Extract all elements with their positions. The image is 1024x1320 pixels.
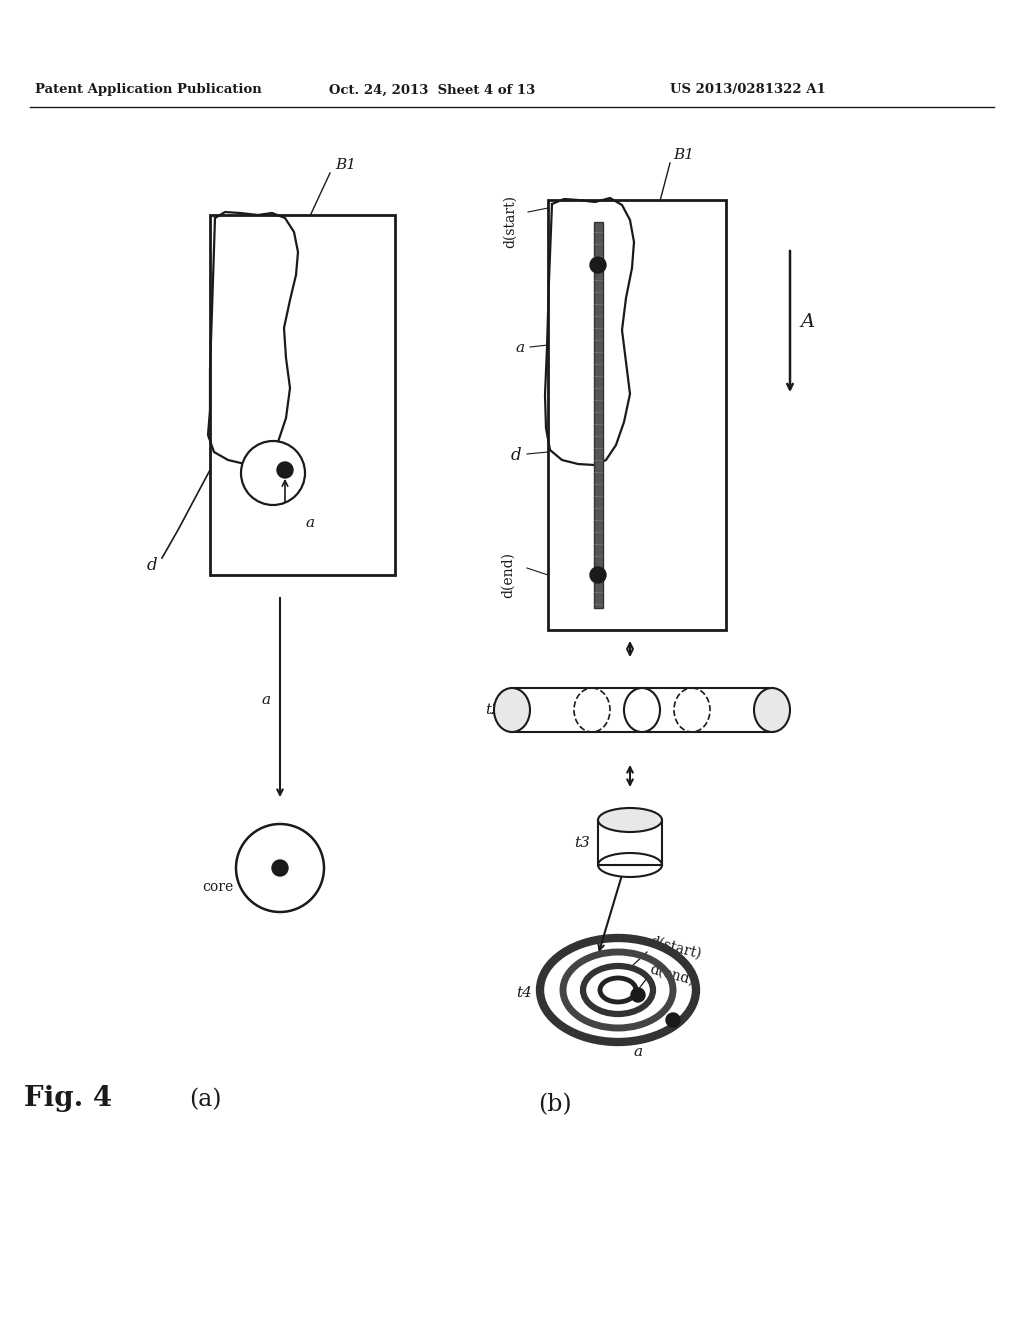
Circle shape [236,824,324,912]
Text: US 2013/0281322 A1: US 2013/0281322 A1 [670,83,826,96]
Ellipse shape [624,688,660,733]
Text: core: core [203,880,233,894]
Text: B1: B1 [335,158,356,172]
Text: a: a [515,341,524,355]
Circle shape [666,1012,680,1027]
Text: A: A [801,313,815,331]
Bar [594,222,603,609]
Circle shape [631,987,645,1002]
Text: a: a [634,1045,643,1059]
Bar [548,201,726,630]
Text: B1: B1 [673,148,694,162]
Circle shape [278,462,293,478]
Text: t2: t2 [485,704,501,717]
Circle shape [241,441,305,506]
Text: t4: t4 [516,986,531,1001]
Text: d(start): d(start) [503,195,517,248]
Ellipse shape [754,688,790,733]
Text: Fig. 4: Fig. 4 [24,1085,112,1111]
Text: d(start): d(start) [648,935,702,962]
Text: a: a [261,693,270,708]
Text: d(end): d(end) [648,962,696,987]
Text: t3: t3 [574,836,590,850]
Text: (a): (a) [188,1089,221,1111]
Bar [210,215,395,576]
Text: (b): (b) [539,1093,571,1117]
Text: Patent Application Publication: Patent Application Publication [35,83,261,96]
Text: Oct. 24, 2013  Sheet 4 of 13: Oct. 24, 2013 Sheet 4 of 13 [329,83,536,96]
Bar [512,688,772,733]
Text: d: d [511,446,521,463]
Ellipse shape [598,808,662,832]
Ellipse shape [494,688,530,733]
Bar [598,820,662,865]
Circle shape [272,861,288,876]
Circle shape [590,257,606,273]
Text: d(end): d(end) [501,552,515,598]
Text: a: a [305,516,314,531]
Circle shape [590,568,606,583]
Text: d: d [146,557,158,573]
